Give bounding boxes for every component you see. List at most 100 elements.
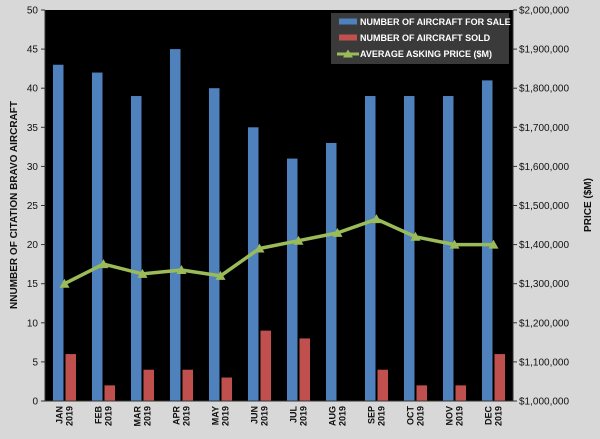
bar-for-sale bbox=[481, 80, 493, 401]
y-left-tick-label: 10 bbox=[27, 318, 39, 329]
x-tick-month: NOV bbox=[445, 406, 455, 426]
x-tick-label: MAY 2019 bbox=[211, 406, 231, 426]
x-tick-year: 2019 bbox=[338, 406, 348, 426]
price-marker bbox=[488, 239, 499, 249]
bar-for-sale bbox=[169, 49, 181, 401]
bar-for-sale bbox=[208, 88, 220, 401]
x-tick-label: SEP 2019 bbox=[367, 406, 387, 426]
x-tick-year: 2019 bbox=[455, 406, 465, 426]
y-right-tick-label: $1,500,000 bbox=[519, 201, 569, 212]
bar-sold bbox=[494, 354, 506, 401]
y-left-tick-label: 15 bbox=[27, 279, 39, 290]
plot-area bbox=[45, 10, 513, 401]
bar-sold bbox=[416, 385, 428, 401]
x-tick-month: FEB bbox=[94, 405, 104, 424]
x-tick-month: JUL bbox=[289, 406, 299, 424]
price-marker bbox=[410, 231, 421, 241]
y-left-tick-label: 0 bbox=[32, 397, 38, 408]
legend-label-for-sale: NUMBER OF AIRCRAFT FOR SALE bbox=[360, 17, 511, 27]
bar-for-sale bbox=[91, 72, 103, 401]
y-right-tick-label: $2,000,000 bbox=[519, 6, 569, 17]
legend-label-price: AVERAGE ASKING PRICE ($M) bbox=[360, 49, 492, 59]
bar-for-sale bbox=[403, 96, 415, 402]
x-tick-month: MAY bbox=[211, 406, 221, 425]
x-tick-label: DEC 2019 bbox=[484, 406, 504, 427]
x-tick-year: 2019 bbox=[299, 406, 309, 426]
y-left-tick-label: 45 bbox=[27, 45, 39, 56]
x-tick-month: OCT bbox=[406, 406, 416, 426]
x-tick-year: 2019 bbox=[143, 406, 153, 426]
bar-sold bbox=[299, 338, 311, 401]
y-left-tick-label: 50 bbox=[27, 6, 39, 17]
y-right-tick-label: $1,400,000 bbox=[519, 240, 569, 251]
x-tick-label: NOV 2019 bbox=[445, 406, 465, 426]
x-tick-month: APR bbox=[172, 406, 182, 426]
x-tick-label: FEB 2019 bbox=[94, 405, 114, 426]
price-marker bbox=[137, 268, 148, 278]
x-tick-label: JAN 2019 bbox=[55, 406, 75, 426]
bar-sold bbox=[65, 354, 77, 401]
legend: NUMBER OF AIRCRAFT FOR SALE NUMBER OF AI… bbox=[331, 13, 511, 64]
y-left-tick-label: 20 bbox=[27, 240, 39, 251]
price-marker bbox=[254, 243, 265, 253]
x-tick-month: AUG bbox=[328, 406, 338, 426]
y-left-tick-label: 30 bbox=[27, 162, 39, 173]
bar-for-sale bbox=[52, 64, 64, 402]
line-layer bbox=[59, 214, 499, 288]
bars-layer bbox=[52, 49, 506, 402]
bar-sold bbox=[182, 369, 194, 401]
x-tick-label: OCT 2019 bbox=[406, 406, 426, 427]
y-right-tick-label: $1,200,000 bbox=[519, 318, 569, 329]
legend-label-sold: NUMBER OF AIRCRAFT SOLD bbox=[360, 33, 491, 43]
bar-for-sale bbox=[286, 158, 298, 401]
x-tick-year: 2019 bbox=[260, 406, 270, 426]
legend-swatch-for-sale bbox=[339, 18, 357, 25]
y-right-tick-label: $1,000,000 bbox=[519, 397, 569, 408]
x-tick-month: DEC bbox=[484, 406, 494, 426]
bar-for-sale bbox=[247, 127, 259, 402]
bar-sold bbox=[104, 385, 116, 401]
price-marker bbox=[371, 214, 382, 224]
price-marker bbox=[293, 235, 304, 245]
legend-swatch-price-marker bbox=[343, 49, 353, 58]
right-axis: $1,000,000 $1,100,000 $1,200,000 $1,300,000… bbox=[512, 6, 569, 408]
bar-for-sale bbox=[442, 96, 454, 402]
y-right-tick-label: $1,300,000 bbox=[519, 279, 569, 290]
bar-sold bbox=[143, 369, 155, 401]
price-line bbox=[63, 217, 494, 286]
y-right-tick-label: $1,900,000 bbox=[519, 45, 569, 56]
price-marker bbox=[176, 265, 187, 275]
price-marker bbox=[332, 227, 343, 237]
x-tick-label: APR 2019 bbox=[172, 406, 192, 427]
bar-sold bbox=[260, 330, 272, 401]
x-tick-month: MAR bbox=[133, 406, 143, 427]
price-marker bbox=[449, 239, 460, 249]
bar-sold bbox=[455, 385, 467, 401]
bar-for-sale bbox=[364, 96, 376, 402]
x-tick-year: 2019 bbox=[65, 406, 75, 426]
y-axis-left-title: NNUMBER OF CITATION BRAVO AIRCRAFT bbox=[9, 101, 20, 309]
legend-box bbox=[331, 13, 509, 64]
price-marker bbox=[98, 259, 109, 269]
bar-for-sale bbox=[130, 96, 142, 402]
x-tick-label: AUG 2019 bbox=[328, 406, 348, 426]
y-left-tick-label: 40 bbox=[27, 84, 39, 95]
x-tick-year: 2019 bbox=[221, 406, 231, 426]
x-tick-month: JAN bbox=[55, 406, 65, 424]
x-tick-year: 2019 bbox=[416, 406, 426, 426]
left-axis: 0 5 10 15 20 25 30 35 40 45 50 bbox=[27, 6, 46, 408]
x-tick-year: 2019 bbox=[377, 406, 387, 426]
y-left-tick-label: 25 bbox=[27, 201, 39, 212]
x-tick-year: 2019 bbox=[494, 406, 504, 426]
bar-sold bbox=[221, 377, 233, 401]
y-left-tick-label: 35 bbox=[27, 123, 39, 134]
x-tick-month: SEP bbox=[367, 406, 377, 424]
x-tick-year: 2019 bbox=[104, 406, 114, 426]
y-axis-right-title: PRICE ($M) bbox=[583, 178, 594, 232]
x-tick-year: 2019 bbox=[182, 406, 192, 426]
x-axis: JAN 2019 FEB 2019 MAR 2019 APR 2019 MAY 2019 JUN 20… bbox=[45, 400, 513, 427]
legend-swatch-sold bbox=[339, 34, 357, 41]
x-tick-label: MAR 2019 bbox=[133, 406, 153, 427]
